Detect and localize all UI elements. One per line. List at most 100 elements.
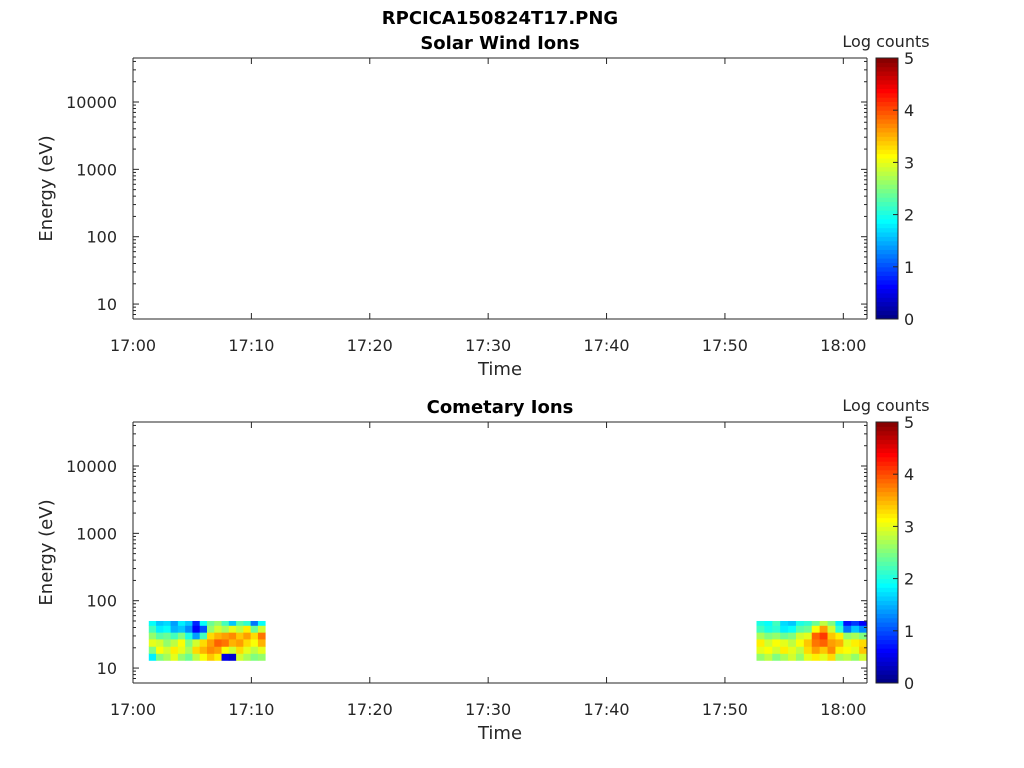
colorbar-tick-label: 2 <box>904 570 914 589</box>
heatmap-cell <box>185 639 193 647</box>
heatmap-cell <box>795 632 805 640</box>
colorbar-segment <box>876 613 898 619</box>
colorbar-segment <box>876 179 898 185</box>
heatmap-cell <box>772 632 781 640</box>
heatmap-cell <box>214 646 222 654</box>
heatmap-cell <box>177 653 186 661</box>
heatmap-cell <box>228 646 237 654</box>
colorbar-segment <box>876 310 898 316</box>
colorbar-segment <box>876 474 898 480</box>
heatmap-cell <box>859 632 868 640</box>
heatmap-cell <box>163 653 172 661</box>
heatmap-cell <box>827 632 836 640</box>
heatmap-cell <box>163 625 172 633</box>
heatmap-cell <box>811 639 821 647</box>
figure-title: RPCICA150824T17.PNG <box>382 8 618 29</box>
heatmap-cell <box>192 620 201 626</box>
colorbar-tick-label: 5 <box>904 49 914 68</box>
colorbar-segment <box>876 166 898 172</box>
heatmap-cell <box>185 632 193 640</box>
colorbar-tick-label: 4 <box>904 465 914 484</box>
colorbar-segment <box>876 84 898 89</box>
colorbar-segment <box>876 609 898 614</box>
colorbar-segment <box>876 232 898 237</box>
colorbar-segment <box>876 153 898 159</box>
colorbar-segment <box>876 92 898 98</box>
heatmap-cell <box>827 639 836 647</box>
colorbar-segment <box>876 245 898 250</box>
x-tick-label: 17:30 <box>465 700 511 719</box>
x-tick-label: 17:40 <box>583 700 629 719</box>
x-tick-label: 17:40 <box>583 336 629 355</box>
heatmap-cell <box>772 620 781 626</box>
colorbar-segment <box>876 469 898 475</box>
heatmap-cell <box>170 632 179 640</box>
colorbar-segment <box>876 487 898 493</box>
colorbar-segment <box>876 639 898 645</box>
heatmap-cell <box>756 625 765 633</box>
heatmap-cell <box>228 639 237 647</box>
heatmap-cell <box>257 653 266 661</box>
colorbar-segment <box>876 569 898 575</box>
heatmap-cell <box>851 625 860 633</box>
colorbar-segment <box>876 136 898 142</box>
colorbar-segment <box>876 175 898 181</box>
colorbar-segment <box>876 578 898 584</box>
colorbar-segment <box>876 665 898 671</box>
colorbar-segment <box>876 430 898 436</box>
heatmap-cell <box>148 653 157 661</box>
heatmap-cell <box>243 632 252 640</box>
heatmap-cell <box>156 625 164 633</box>
heatmap-cell <box>827 653 836 661</box>
heatmap-cell <box>206 620 215 626</box>
heatmap-cell <box>257 620 266 626</box>
heatmap-cell <box>163 620 172 626</box>
heatmap-cell <box>803 646 813 654</box>
heatmap-cell <box>228 632 237 640</box>
heatmap-cell <box>236 625 244 633</box>
colorbar-segment <box>876 448 898 453</box>
y-tick-label: 100 <box>86 592 117 611</box>
heatmap-cell <box>250 632 259 640</box>
colorbar-segment <box>876 465 898 471</box>
heatmap-cell <box>835 620 844 626</box>
heatmap-cell <box>819 646 828 654</box>
heatmap-cell <box>148 639 157 647</box>
colorbar-segment <box>876 565 898 571</box>
heatmap-cell <box>780 646 789 654</box>
colorbar-segment <box>876 591 898 597</box>
colorbar-segment <box>876 456 898 462</box>
colorbar-segment <box>876 201 898 207</box>
heatmap-cell <box>199 620 208 626</box>
x-axis-label: Time <box>477 723 522 744</box>
heatmap-cell <box>795 646 805 654</box>
heatmap-cell <box>236 653 244 661</box>
heatmap-cell <box>780 632 789 640</box>
heatmap-cell <box>756 639 765 647</box>
heatmap-cell <box>851 632 860 640</box>
heatmap-cell <box>243 620 252 626</box>
colorbar-segment <box>876 574 898 580</box>
heatmap-cell <box>811 625 821 633</box>
colorbar-segment <box>876 249 898 255</box>
colorbar-segment <box>876 478 898 484</box>
colorbar-segment <box>876 197 898 203</box>
colorbar-segment <box>876 123 898 129</box>
colorbar-label: Log counts <box>842 396 929 415</box>
colorbar-segment <box>876 674 898 680</box>
colorbar-segment <box>876 422 898 427</box>
x-tick-label: 17:10 <box>228 700 274 719</box>
colorbar-segment <box>876 556 898 562</box>
heatmap-cell <box>811 632 821 640</box>
heatmap-cell <box>163 639 172 647</box>
heatmap-cell <box>236 620 244 626</box>
colorbar-segment <box>876 71 898 76</box>
heatmap-cell <box>788 653 797 661</box>
colorbar-segment <box>876 622 898 627</box>
heatmap-cell <box>221 620 230 626</box>
heatmap-cell <box>764 639 773 647</box>
colorbar-segment <box>876 305 898 311</box>
colorbar-segment <box>876 118 898 124</box>
heatmap-cell <box>199 632 208 640</box>
colorbar-segment <box>876 435 898 440</box>
